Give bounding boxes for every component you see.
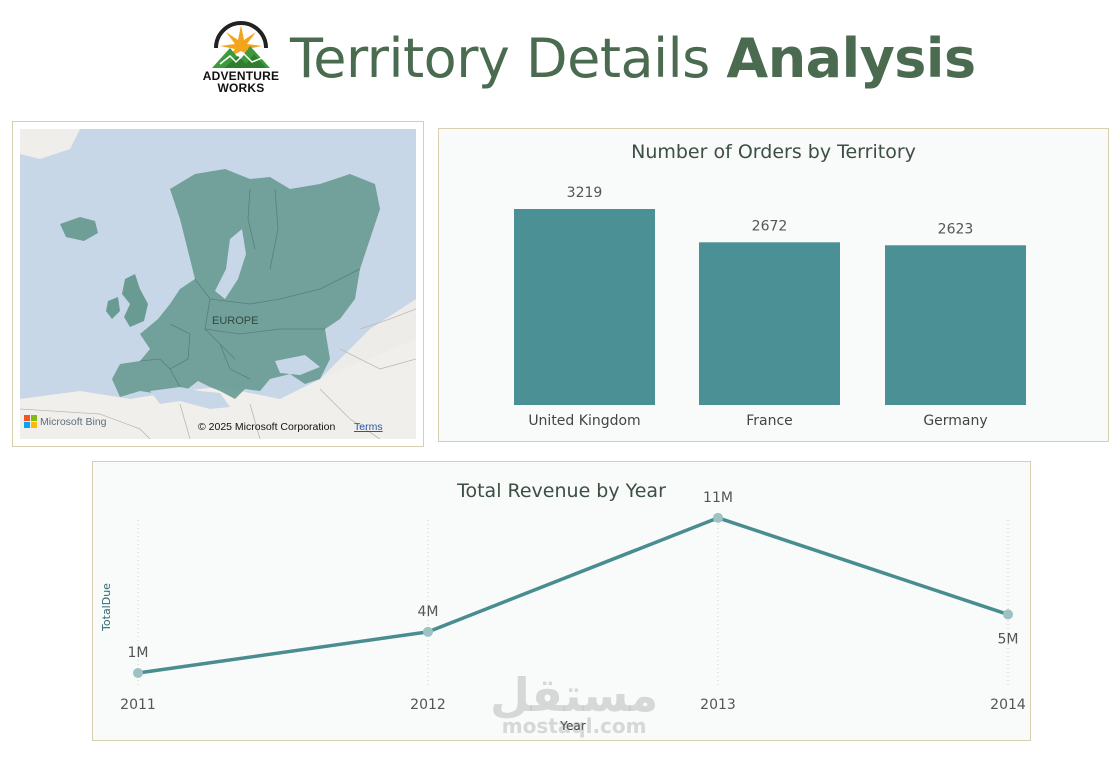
watermark-arabic: مستقل (490, 668, 659, 722)
y-axis-title: TotalDue (100, 583, 113, 632)
revenue-point[interactable] (1003, 609, 1013, 620)
revenue-by-year-chart[interactable]: Total Revenue by Year 1M 2011 4M 2012 11M 201… (92, 461, 1031, 741)
logo-mountain-icon (212, 21, 270, 68)
watermark-latin: mostaql.com (501, 714, 647, 738)
map-terms-link[interactable]: Terms (354, 421, 383, 433)
bar-chart-plot: 3219 United Kingdom 2672 France 2623 Germany (514, 185, 1026, 429)
logo-text-line2: WORKS (217, 81, 265, 95)
bar-data-label: 2672 (752, 218, 788, 234)
europe-map[interactable]: EUROPE Microsoft Bing © 2025 Microsoft C… (20, 129, 416, 439)
line-chart-plot: 1M 2011 4M 2012 11M 2013 5M 2014 Year TotalDue (100, 490, 1026, 733)
page-title-light: Territory Details (290, 27, 710, 90)
revenue-data-label: 5M (998, 631, 1019, 647)
x-tick-label: 2011 (120, 697, 156, 713)
line-chart-title: Total Revenue by Year (457, 480, 666, 502)
bar-category-label: Germany (923, 413, 987, 429)
bar-germany[interactable] (885, 245, 1026, 405)
map-region-label: EUROPE (212, 315, 259, 327)
bar-data-label: 2623 (938, 221, 974, 237)
x-tick-label: 2013 (700, 697, 736, 713)
x-tick-label: 2012 (410, 697, 446, 713)
revenue-point[interactable] (423, 626, 433, 637)
map-visual[interactable]: EUROPE Microsoft Bing © 2025 Microsoft C… (12, 121, 424, 447)
map-graphic (20, 129, 416, 439)
bar-united-kingdom[interactable] (514, 209, 655, 405)
revenue-point[interactable] (133, 668, 143, 678)
revenue-series-line[interactable] (137, 516, 1009, 675)
revenue-data-label: 1M (128, 645, 149, 661)
x-axis-title: Year (559, 719, 585, 733)
bar-france[interactable] (699, 242, 840, 405)
adventure-works-logo: ADVENTURE WORKS (198, 18, 284, 98)
page-title: Territory Details Analysis (290, 24, 976, 94)
bing-attribution[interactable]: Microsoft Bing (24, 415, 107, 428)
bar-data-label: 3219 (567, 185, 603, 201)
orders-by-territory-chart[interactable]: Number of Orders by Territory 3219 United… (438, 128, 1109, 442)
bar-category-label: France (746, 413, 793, 429)
map-copyright: © 2025 Microsoft Corporation (198, 421, 336, 433)
mostaql-watermark: مستقل mostaql.com (490, 672, 658, 736)
bar-chart-title: Number of Orders by Territory (631, 141, 916, 163)
revenue-point[interactable] (713, 512, 723, 523)
logo-text-line1: ADVENTURE (202, 69, 280, 83)
microsoft-logo-icon (24, 415, 37, 428)
bar-category-label: United Kingdom (528, 413, 640, 429)
x-tick-label: 2014 (990, 697, 1026, 713)
revenue-data-label: 4M (418, 604, 439, 620)
revenue-data-label: 11M (703, 490, 733, 506)
page-title-bold: Analysis (726, 27, 976, 90)
report-header: ADVENTURE WORKS Territory Details Analys… (0, 0, 1120, 110)
bing-attribution-text: Microsoft Bing (40, 415, 107, 428)
